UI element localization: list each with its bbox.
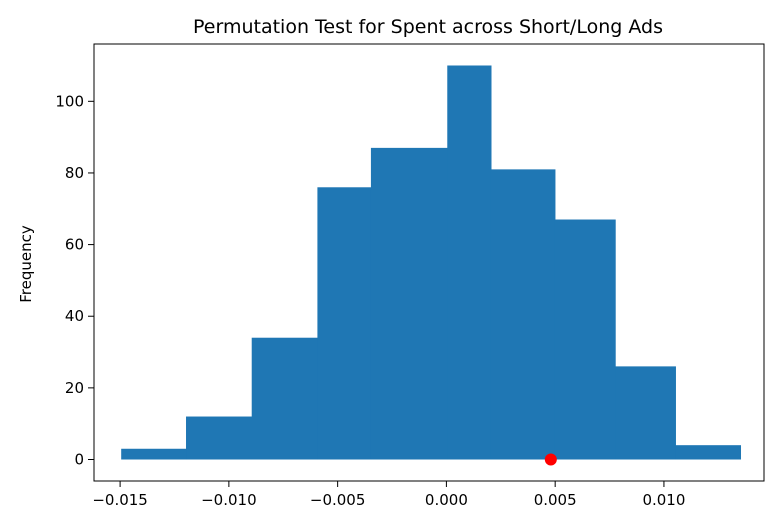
histogram-bar <box>251 337 318 460</box>
chart-title: Permutation Test for Spent across Short/… <box>193 16 663 38</box>
observed-statistic-marker <box>544 453 557 466</box>
x-axis-ticks: −0.015 −0.010 −0.005 0.000 0.005 0.010 <box>92 481 685 509</box>
y-tick-label: 100 <box>55 92 84 110</box>
histogram-bar <box>186 416 253 460</box>
histogram-bar <box>370 147 448 460</box>
x-tick-label: 0.005 <box>534 491 577 509</box>
histogram-bar <box>615 366 676 460</box>
x-tick-label: −0.015 <box>92 491 148 509</box>
y-tick-label: 20 <box>65 379 84 397</box>
marker-layer <box>544 453 557 466</box>
histogram-bar <box>447 65 492 460</box>
y-tick-label: 0 <box>74 451 84 469</box>
histogram-bar <box>490 169 556 460</box>
x-tick-label: 0.010 <box>642 491 685 509</box>
histogram-bar <box>554 219 616 460</box>
y-axis-label: Frequency <box>17 225 35 303</box>
plot-frame <box>93 43 765 482</box>
y-tick-label: 80 <box>65 164 84 182</box>
y-tick-label: 40 <box>65 307 84 325</box>
y-axis-ticks: 0 20 40 60 80 100 <box>55 92 94 469</box>
histogram-bar <box>121 448 187 460</box>
x-tick-label: −0.010 <box>201 491 257 509</box>
x-tick-label: −0.005 <box>310 491 366 509</box>
y-tick-label: 60 <box>65 236 84 254</box>
x-tick-label: 0.000 <box>425 491 468 509</box>
histogram-bar <box>675 445 742 460</box>
bars-group <box>121 65 742 460</box>
histogram-bar <box>317 187 372 460</box>
